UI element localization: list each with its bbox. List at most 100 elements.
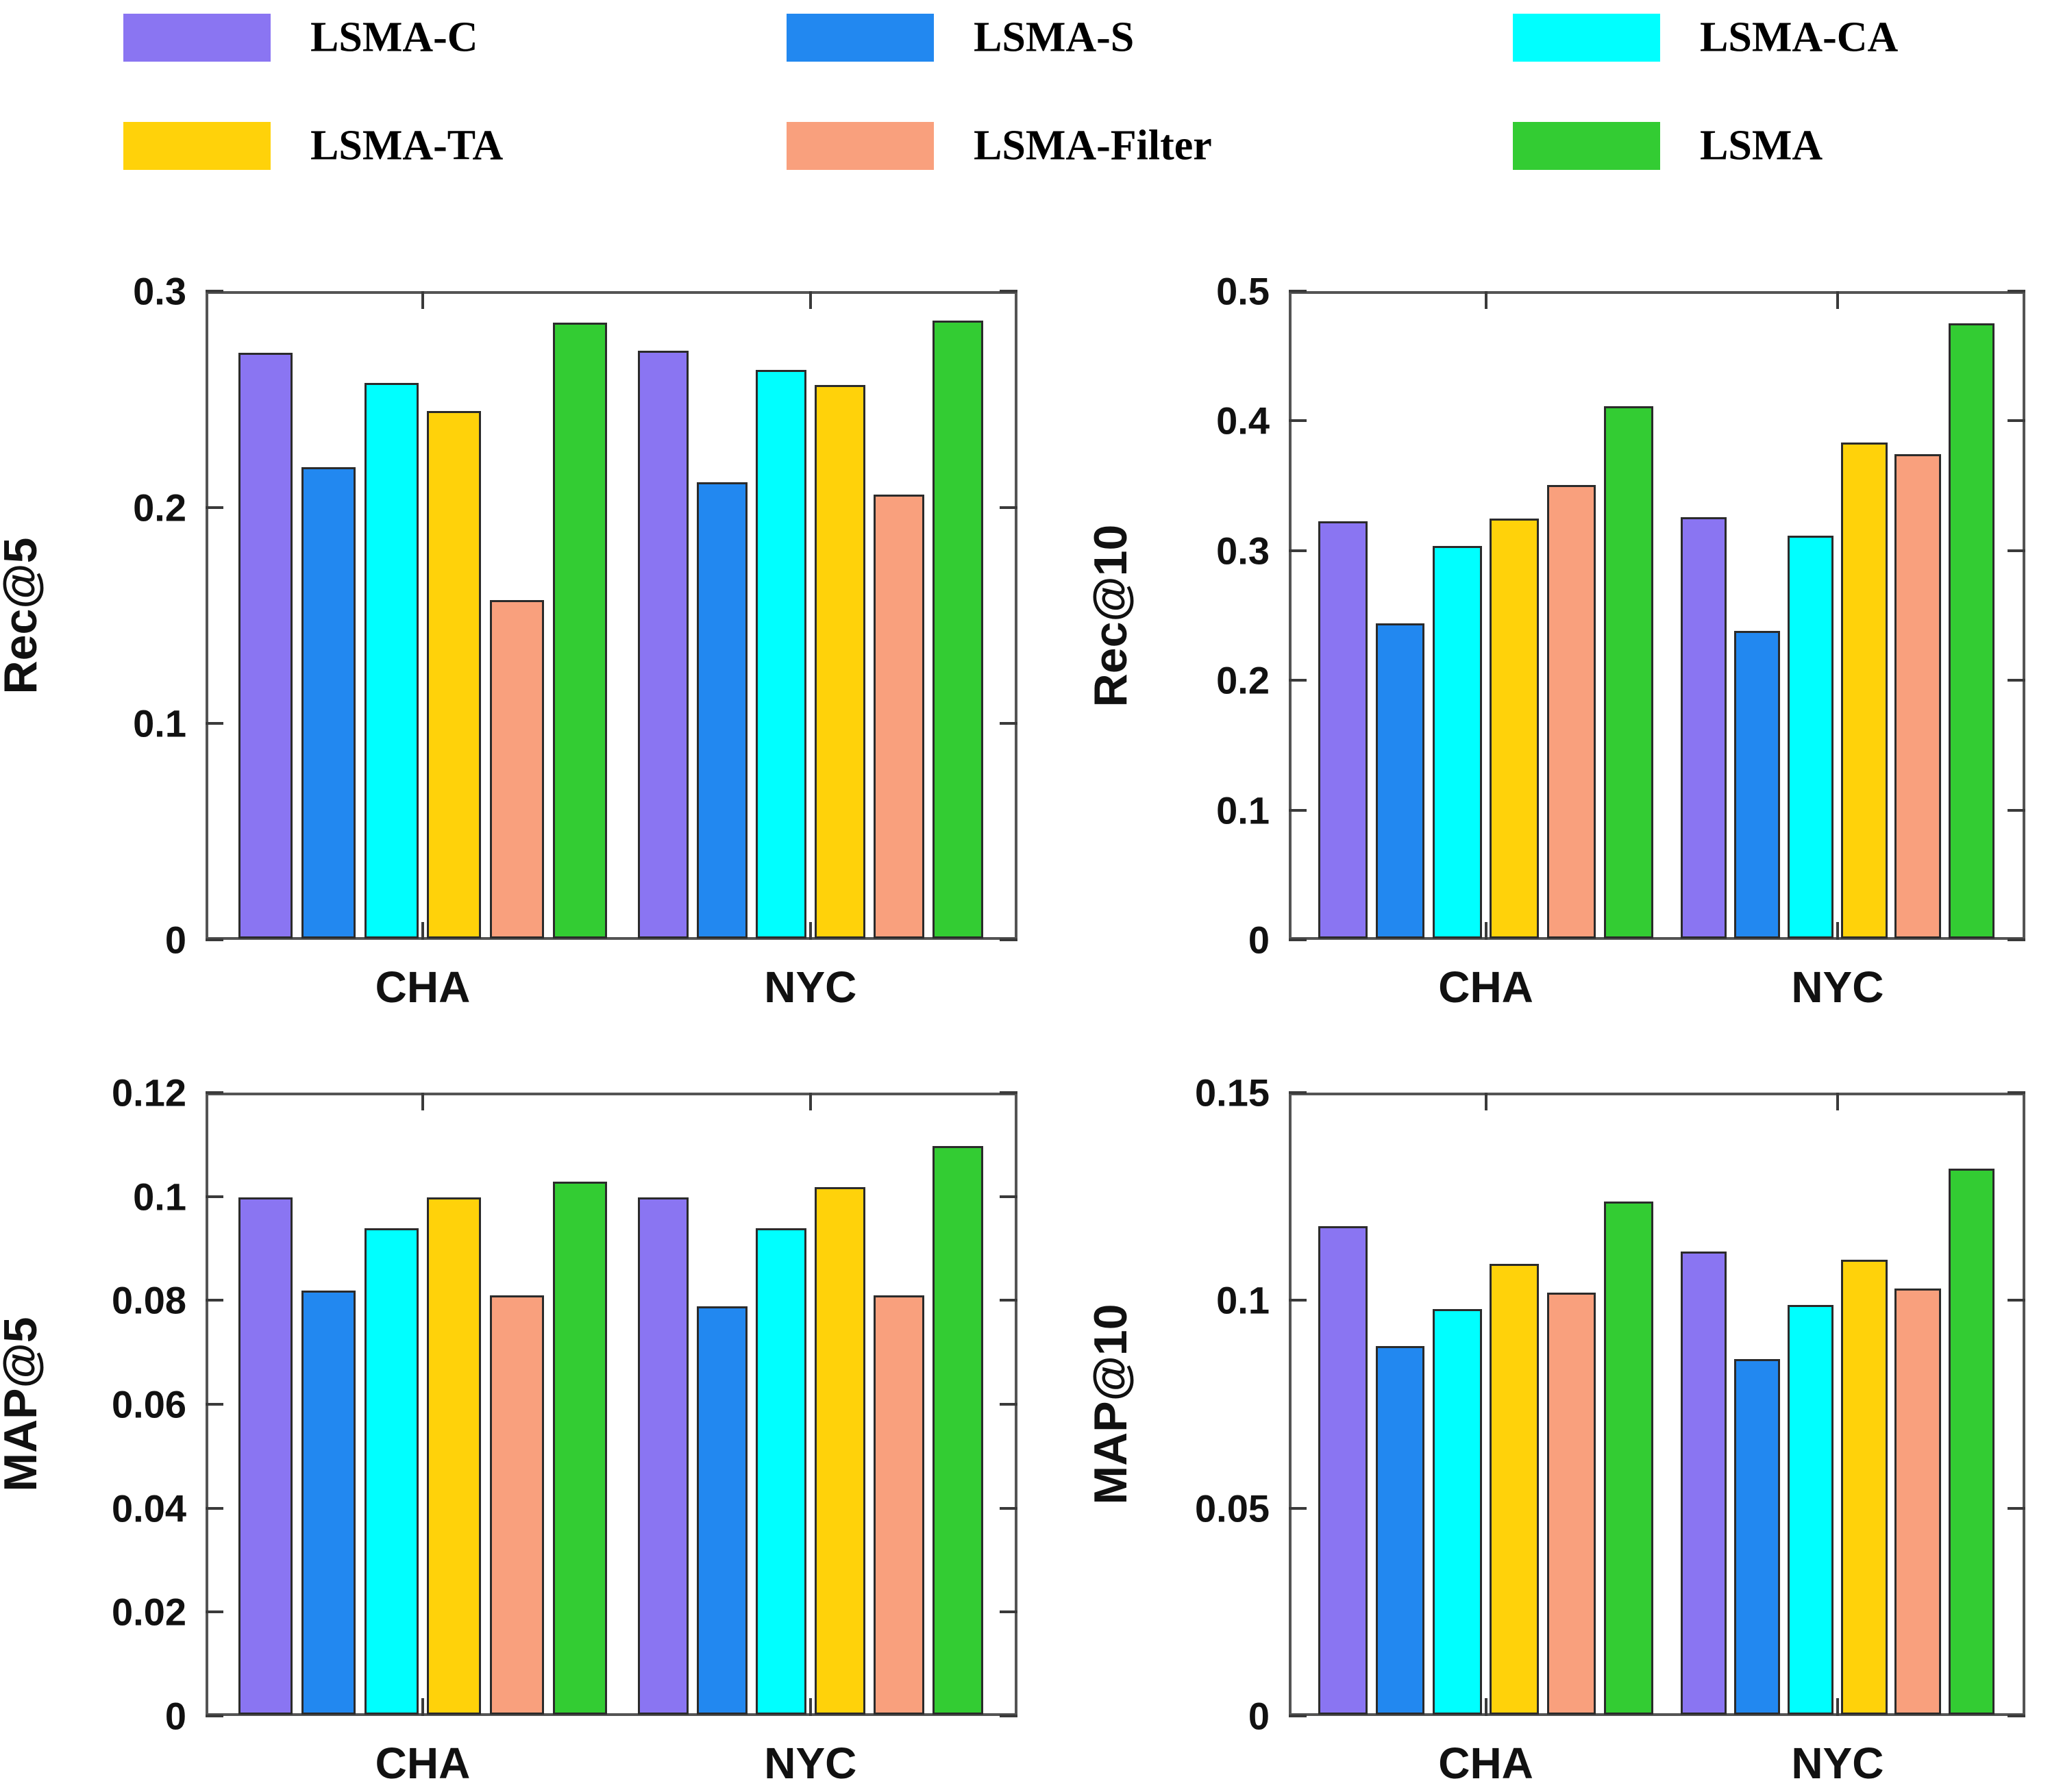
x-tick-top bbox=[808, 1093, 812, 1110]
y-tick-right bbox=[2008, 1506, 2025, 1510]
bar-lsma-ta-nyc bbox=[814, 1186, 865, 1715]
bar-lsma-ta-cha bbox=[427, 1197, 482, 1715]
y-tick-right bbox=[1000, 1403, 1017, 1406]
y-tick-label: 0.3 bbox=[133, 269, 186, 313]
y-tick-label: 0.12 bbox=[112, 1071, 186, 1115]
bar-lsma-filter-nyc bbox=[873, 495, 924, 938]
bar-lsma-s-cha bbox=[301, 466, 356, 938]
x-tick-bottom bbox=[808, 922, 812, 940]
y-tick-label: 0.04 bbox=[112, 1486, 186, 1530]
legend-item-lsma-c: LSMA-C bbox=[123, 14, 671, 62]
y-tick-right bbox=[2008, 679, 2025, 682]
y-tick-right bbox=[1000, 1506, 1017, 1510]
y-tick-label: 0.4 bbox=[1216, 399, 1270, 443]
bar-lsma-ca-cha bbox=[1433, 1309, 1482, 1715]
bar-lsma-s-cha bbox=[301, 1290, 356, 1715]
legend-swatch-icon bbox=[123, 14, 271, 62]
bar-lsma-c-nyc bbox=[637, 350, 689, 938]
bar-lsma-ta-cha bbox=[1490, 1263, 1540, 1715]
chart-map10: 0 0.05 0.1 0.15 CHA NYC MAP@10 bbox=[1025, 1008, 2050, 1792]
y-tick-left bbox=[1289, 549, 1307, 552]
legend-swatch-icon bbox=[787, 122, 934, 170]
y-tick-right bbox=[2008, 419, 2025, 423]
bar-lsma-nyc bbox=[933, 1145, 984, 1715]
y-tick-right bbox=[1000, 1195, 1017, 1198]
x-tick-top bbox=[421, 291, 424, 309]
y-tick-left bbox=[206, 938, 223, 941]
y-tick-label: 0.3 bbox=[1216, 529, 1270, 573]
bar-lsma-filter-nyc bbox=[873, 1295, 924, 1715]
y-axis-label: Rec@5 bbox=[0, 537, 47, 694]
y-tick-left bbox=[206, 290, 223, 293]
y-tick-left bbox=[206, 506, 223, 509]
y-tick-label: 0.5 bbox=[1216, 269, 1270, 313]
y-tick-left bbox=[1289, 1299, 1307, 1302]
bar-lsma-ca-nyc bbox=[1788, 535, 1834, 938]
y-tick-label: 0.02 bbox=[112, 1590, 186, 1634]
bar-lsma-nyc bbox=[1948, 1168, 1995, 1715]
y-tick-left bbox=[206, 1506, 223, 1510]
bar-lsma-cha bbox=[1604, 1202, 1653, 1715]
y-tick-label: 0 bbox=[164, 1694, 186, 1738]
x-tick-bottom bbox=[1484, 1698, 1487, 1716]
y-tick-label: 0.2 bbox=[1216, 658, 1270, 702]
legend-label: LSMA bbox=[1700, 122, 1823, 169]
y-axis-label: Rec@10 bbox=[1085, 524, 1137, 707]
y-tick-right bbox=[2008, 1091, 2025, 1094]
bar-lsma-c-nyc bbox=[637, 1197, 689, 1715]
y-tick-right bbox=[1000, 506, 1017, 509]
legend-item-lsma-ta: LSMA-TA bbox=[123, 122, 671, 170]
y-tick-right bbox=[1000, 1091, 1017, 1094]
y-tick-label: 0.1 bbox=[133, 701, 186, 745]
y-tick-label: 0 bbox=[1248, 918, 1270, 962]
y-tick-right bbox=[2008, 1715, 2025, 1717]
bar-lsma-s-cha bbox=[1375, 1346, 1425, 1715]
bar-lsma-ta-cha bbox=[427, 410, 482, 938]
y-tick-left bbox=[206, 1715, 223, 1717]
bar-lsma-ta-nyc bbox=[814, 385, 865, 938]
bar-lsma-filter-cha bbox=[1546, 485, 1596, 938]
category-label: CHA bbox=[375, 962, 471, 1012]
bar-lsma-filter-nyc bbox=[1894, 453, 1941, 938]
bar-lsma-ca-cha bbox=[364, 1228, 419, 1715]
y-tick-left bbox=[1289, 290, 1307, 293]
y-tick-left bbox=[1289, 1506, 1307, 1510]
bar-lsma-ca-nyc bbox=[755, 370, 806, 938]
bar-lsma-c-nyc bbox=[1680, 517, 1727, 938]
y-tick-right bbox=[1000, 1715, 1017, 1717]
y-tick-label: 0.06 bbox=[112, 1382, 186, 1426]
bar-lsma-ca-cha bbox=[1433, 545, 1482, 938]
y-tick-right bbox=[2008, 938, 2025, 941]
bar-lsma-filter-cha bbox=[1546, 1292, 1596, 1715]
y-tick-left bbox=[1289, 419, 1307, 423]
y-tick-left bbox=[206, 1610, 223, 1614]
y-tick-label: 0.15 bbox=[1195, 1071, 1270, 1115]
category-label: NYC bbox=[764, 962, 857, 1012]
y-tick-left bbox=[206, 1403, 223, 1406]
legend-item-lsma-filter: LSMA-Filter bbox=[787, 122, 1335, 170]
y-tick-left bbox=[206, 1091, 223, 1094]
bar-lsma-s-nyc bbox=[1734, 1358, 1781, 1715]
y-tick-label: 0 bbox=[1248, 1694, 1270, 1738]
y-tick-left bbox=[206, 722, 223, 725]
bar-lsma-nyc bbox=[933, 320, 984, 938]
bar-lsma-ta-nyc bbox=[1841, 1259, 1888, 1715]
y-tick-label: 0.1 bbox=[1216, 788, 1270, 832]
bar-lsma-ta-cha bbox=[1490, 519, 1540, 938]
bar-lsma-ca-nyc bbox=[755, 1228, 806, 1715]
y-tick-label: 0.08 bbox=[112, 1278, 186, 1322]
y-tick-right bbox=[2008, 290, 2025, 293]
x-tick-bottom bbox=[421, 922, 424, 940]
bar-lsma-c-cha bbox=[238, 353, 293, 938]
x-tick-bottom bbox=[808, 1698, 812, 1716]
legend-swatch-icon bbox=[1513, 122, 1660, 170]
y-tick-right bbox=[1000, 722, 1017, 725]
bar-lsma-nyc bbox=[1948, 323, 1995, 938]
y-axis-label: MAP@5 bbox=[0, 1317, 47, 1492]
x-tick-top bbox=[1484, 291, 1487, 309]
y-tick-left bbox=[1289, 679, 1307, 682]
x-tick-top bbox=[1836, 1093, 1839, 1110]
x-tick-top bbox=[1484, 1093, 1487, 1110]
x-tick-bottom bbox=[1484, 922, 1487, 940]
y-tick-right bbox=[1000, 290, 1017, 293]
